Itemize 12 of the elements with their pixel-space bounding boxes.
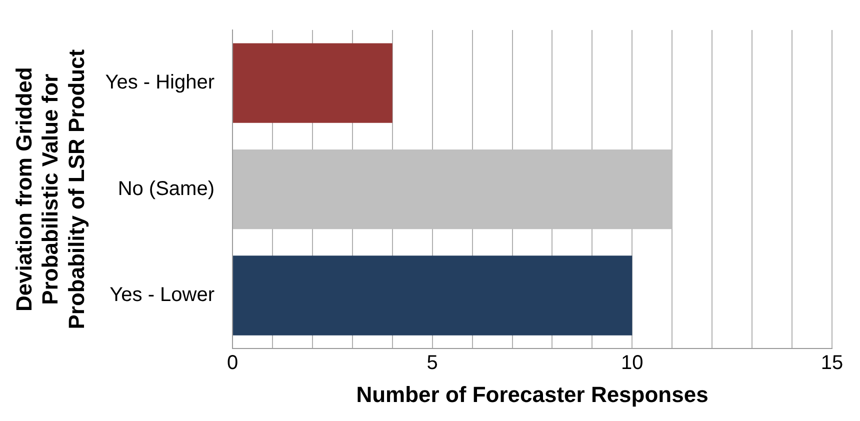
x-tick-label: 5: [426, 352, 438, 374]
y-axis-title: Deviation from Gridded Probabilistic Value for Probability of LSR Product: [11, 48, 90, 330]
bar: [233, 256, 632, 336]
y-tick-label: Yes - Higher: [105, 72, 215, 94]
y-tick-label: Yes - Lower: [110, 284, 215, 306]
bar: [233, 149, 672, 230]
bar: [233, 43, 392, 123]
x-tick-label: 0: [226, 352, 238, 374]
x-axis-title: Number of Forecaster Responses: [356, 382, 708, 407]
y-tick-label: No (Same): [118, 178, 215, 200]
x-tick-label: 15: [820, 352, 844, 374]
x-tick-label: 10: [621, 352, 644, 374]
